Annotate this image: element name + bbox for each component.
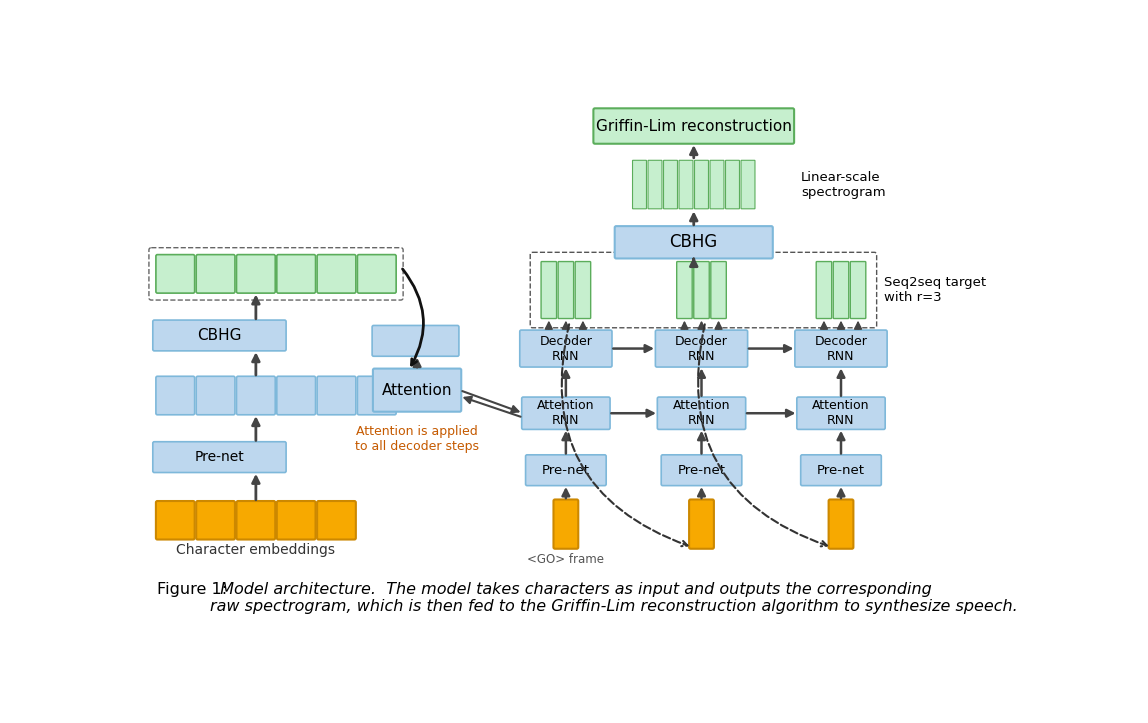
FancyBboxPatch shape [794,330,887,367]
FancyBboxPatch shape [317,501,356,539]
FancyBboxPatch shape [676,262,692,319]
FancyBboxPatch shape [357,254,396,293]
FancyBboxPatch shape [196,501,235,539]
FancyBboxPatch shape [277,254,316,293]
FancyBboxPatch shape [711,262,727,319]
FancyBboxPatch shape [317,254,356,293]
FancyBboxPatch shape [800,455,882,486]
FancyBboxPatch shape [153,442,286,473]
FancyBboxPatch shape [833,262,848,319]
Text: Attention is applied
to all decoder steps: Attention is applied to all decoder step… [355,425,479,453]
FancyBboxPatch shape [541,262,557,319]
FancyBboxPatch shape [156,501,195,539]
FancyBboxPatch shape [156,376,195,415]
FancyBboxPatch shape [277,376,316,415]
Text: Pre-net: Pre-net [542,463,590,476]
Text: Linear-scale
spectrogram: Linear-scale spectrogram [801,171,886,199]
FancyBboxPatch shape [829,500,853,549]
Text: Attention
RNN: Attention RNN [673,399,730,427]
Text: Model architecture.  The model takes characters as input and outputs the corresp: Model architecture. The model takes char… [210,582,1018,615]
FancyBboxPatch shape [558,262,574,319]
FancyBboxPatch shape [277,501,316,539]
Text: Decoder
RNN: Decoder RNN [815,335,868,362]
FancyBboxPatch shape [357,376,396,415]
FancyBboxPatch shape [614,226,773,258]
Text: Figure 1:: Figure 1: [157,582,227,597]
FancyBboxPatch shape [196,376,235,415]
Text: Attention
RNN: Attention RNN [537,399,595,427]
FancyBboxPatch shape [851,262,866,319]
FancyBboxPatch shape [633,161,646,209]
Text: Decoder
RNN: Decoder RNN [540,335,592,362]
FancyBboxPatch shape [726,161,739,209]
Text: Attention
RNN: Attention RNN [813,399,870,427]
FancyBboxPatch shape [693,262,709,319]
FancyBboxPatch shape [656,330,747,367]
FancyBboxPatch shape [317,376,356,415]
FancyBboxPatch shape [664,161,677,209]
FancyBboxPatch shape [236,501,276,539]
FancyBboxPatch shape [797,397,885,429]
Text: Pre-net: Pre-net [194,450,245,464]
FancyBboxPatch shape [575,262,591,319]
FancyBboxPatch shape [740,161,755,209]
FancyBboxPatch shape [816,262,831,319]
FancyBboxPatch shape [153,320,286,351]
FancyBboxPatch shape [156,254,195,293]
FancyBboxPatch shape [520,330,612,367]
Text: CBHG: CBHG [197,328,242,343]
FancyBboxPatch shape [661,455,742,486]
Text: Griffin-Lim reconstruction: Griffin-Lim reconstruction [596,119,792,134]
FancyBboxPatch shape [695,161,708,209]
FancyBboxPatch shape [521,397,610,429]
FancyBboxPatch shape [658,397,746,429]
FancyBboxPatch shape [678,161,693,209]
FancyBboxPatch shape [526,455,606,486]
FancyBboxPatch shape [594,108,794,144]
FancyBboxPatch shape [553,500,579,549]
FancyBboxPatch shape [236,254,276,293]
FancyBboxPatch shape [372,325,459,356]
FancyBboxPatch shape [689,500,714,549]
Text: Character embeddings: Character embeddings [177,543,335,557]
Text: Seq2seq target
with r=3: Seq2seq target with r=3 [884,276,986,304]
FancyBboxPatch shape [373,369,461,411]
Text: Pre-net: Pre-net [817,463,864,476]
FancyBboxPatch shape [236,376,276,415]
Text: CBHG: CBHG [669,234,718,252]
Text: <GO> frame: <GO> frame [527,553,604,566]
FancyBboxPatch shape [709,161,724,209]
FancyBboxPatch shape [647,161,662,209]
Text: Pre-net: Pre-net [677,463,726,476]
FancyBboxPatch shape [196,254,235,293]
Text: Decoder
RNN: Decoder RNN [675,335,728,362]
Text: Attention: Attention [382,382,452,398]
